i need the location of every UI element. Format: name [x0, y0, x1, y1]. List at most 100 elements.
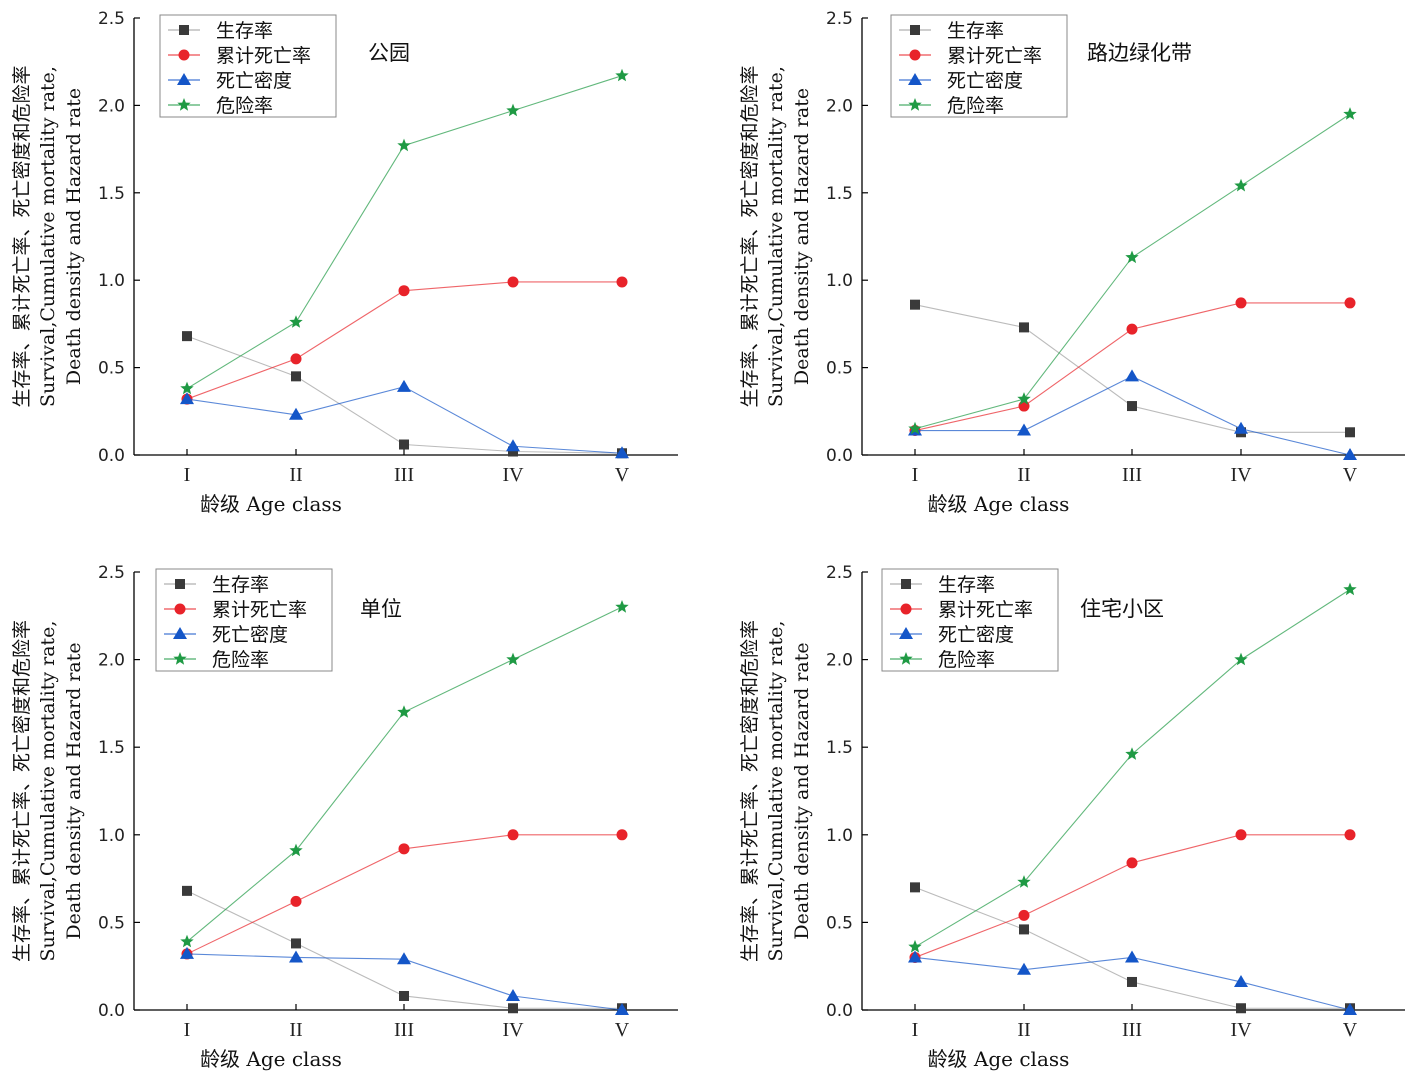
data-point	[1018, 909, 1030, 921]
legend-label: 危险率	[216, 95, 273, 117]
data-point	[1018, 400, 1030, 412]
chart-panel-2: 0.00.51.01.52.02.5I II III IV V龄级 Age class生…	[739, 9, 1405, 516]
data-point	[180, 934, 194, 948]
legend-label: 危险率	[938, 649, 995, 671]
y-tick-label: 1.0	[98, 271, 125, 291]
legend-marker	[910, 25, 920, 35]
x-tick-label: V	[1343, 1019, 1358, 1041]
data-point	[1235, 829, 1247, 841]
y-tick-label: 1.5	[98, 738, 125, 758]
data-point	[180, 946, 194, 959]
y-tick-label: 2.5	[98, 563, 125, 583]
data-point	[1019, 322, 1029, 333]
x-tick-label: III	[1122, 464, 1142, 486]
data-point	[289, 407, 303, 420]
data-point	[1343, 107, 1357, 120]
legend-box	[159, 14, 337, 118]
data-point	[1343, 582, 1357, 596]
y-tick-label: 1.5	[826, 184, 853, 204]
x-tick-label: V	[615, 464, 630, 486]
series-line-1	[186, 890, 622, 1009]
legend-marker	[175, 579, 185, 589]
y-tick-label: 0.5	[98, 913, 125, 933]
data-point	[182, 331, 192, 342]
data-point	[1234, 178, 1248, 192]
x-axis-title: 龄级 Age class	[200, 492, 342, 516]
data-point	[290, 895, 302, 907]
y-tick-label: 0.5	[98, 359, 125, 379]
y-tick-label: 2.0	[98, 96, 125, 116]
data-point	[508, 1003, 518, 1014]
legend-label: 累计死亡率	[938, 599, 1033, 621]
data-point	[398, 285, 410, 297]
data-point	[615, 446, 629, 459]
y-tick-label: 2.5	[826, 9, 853, 29]
data-point	[397, 138, 411, 152]
y-tick-label: 1.5	[98, 184, 125, 204]
y-tick-label: 2.5	[826, 563, 853, 583]
x-tick-label: I	[912, 464, 919, 486]
site-label: 路边绿化带	[1087, 41, 1192, 65]
data-point	[1017, 423, 1031, 436]
y-axis-title-line-3: Death density and Hazard rate	[63, 642, 85, 939]
data-point	[1343, 448, 1357, 460]
x-tick-label: IV	[1230, 464, 1252, 486]
y-axis-title-line-1: 生存率、累计死亡率、死亡密度和危险率	[739, 65, 761, 407]
y-axis-title-line-3: Death density and Hazard rate	[791, 642, 813, 939]
legend-label: 生存率	[212, 574, 269, 596]
legend-label: 危险率	[212, 649, 269, 671]
x-axis-title: 龄级 Age class	[928, 492, 1070, 516]
legend-marker	[178, 49, 190, 61]
data-point	[910, 882, 920, 893]
y-tick-label: 0.0	[826, 1001, 853, 1021]
chart-panel-1: 0.00.51.01.52.02.5I II III IV V龄级 Age class生…	[11, 9, 678, 516]
y-tick-label: 1.0	[98, 826, 125, 846]
series-line-2	[914, 834, 1350, 958]
x-tick-label: III	[1122, 1019, 1142, 1041]
data-point	[1125, 250, 1139, 264]
data-point	[289, 950, 303, 963]
data-point	[290, 353, 302, 365]
data-point	[289, 315, 303, 328]
x-tick-label: III	[394, 1019, 414, 1041]
data-point	[615, 1003, 629, 1015]
data-point	[399, 439, 409, 450]
data-point	[1019, 924, 1029, 935]
y-axis-title-line-2: Survival,Cumulative mortality rate,	[37, 66, 59, 407]
data-point	[1017, 875, 1031, 888]
data-point	[908, 939, 922, 953]
legend-marker	[900, 603, 912, 615]
legend-marker	[177, 98, 191, 111]
x-tick-label: I	[184, 1019, 191, 1041]
data-point	[1017, 962, 1031, 975]
data-point	[291, 371, 301, 382]
legend-marker	[908, 98, 922, 111]
y-tick-label: 1.0	[826, 271, 853, 291]
data-point	[1234, 421, 1248, 434]
legend-label: 累计死亡率	[947, 45, 1042, 67]
data-point	[399, 990, 409, 1001]
x-axis-title: 龄级 Age class	[200, 1047, 342, 1071]
legend-label: 死亡密度	[947, 70, 1023, 92]
x-axis-title: 龄级 Age class	[928, 1047, 1070, 1071]
legend-marker	[899, 652, 913, 665]
data-point	[507, 829, 519, 841]
y-tick-label: 2.0	[826, 651, 853, 671]
y-tick-label: 1.0	[826, 826, 853, 846]
data-point	[291, 938, 301, 949]
legend-marker	[173, 652, 187, 665]
chart-panel-4: 0.00.51.01.52.02.5I II III IV V龄级 Age class生…	[739, 563, 1405, 1071]
y-tick-label: 0.5	[826, 913, 853, 933]
x-tick-label: II	[1017, 1019, 1030, 1041]
data-point	[1236, 1003, 1246, 1014]
data-point	[908, 950, 922, 963]
data-point	[1234, 974, 1248, 987]
y-axis-title-line-1: 生存率、累计死亡率、死亡密度和危险率	[11, 620, 33, 962]
x-tick-label: II	[289, 1019, 302, 1041]
y-axis-title-line-1: 生存率、累计死亡率、死亡密度和危险率	[739, 620, 761, 962]
data-point	[1234, 652, 1248, 666]
data-point	[616, 829, 628, 841]
legend-label: 死亡密度	[938, 624, 1014, 646]
legend-box	[881, 568, 1059, 672]
